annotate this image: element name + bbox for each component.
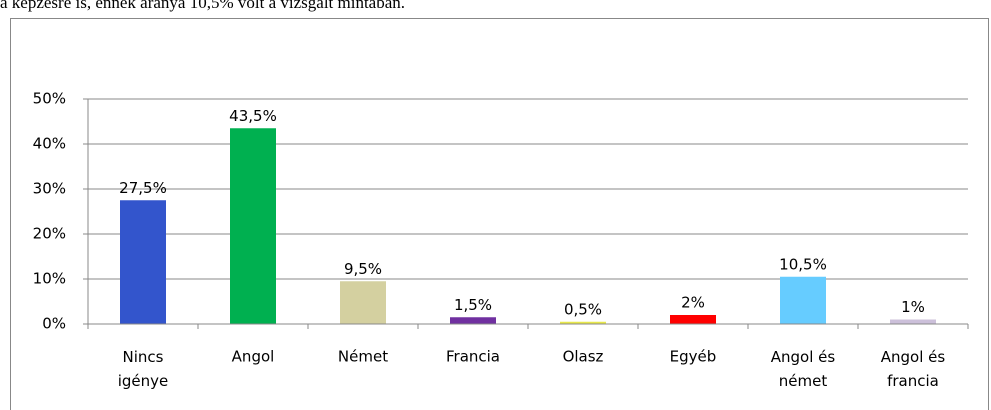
value-label: 43,5% [229, 107, 277, 125]
document-text: a képzésre is, ennek aránya 10,5% volt a… [0, 0, 405, 12]
y-tick-label: 10% [33, 270, 66, 288]
y-tick-label: 20% [33, 225, 66, 243]
value-label: 9,5% [344, 260, 382, 278]
x-tick-label: Angol és francia [881, 348, 946, 390]
bar [780, 276, 826, 324]
x-tick-label: Angol [232, 348, 275, 366]
y-tick-label: 40% [33, 135, 66, 153]
bar [230, 128, 276, 324]
value-label: 10,5% [779, 255, 827, 273]
x-tick-label: Olasz [563, 348, 604, 366]
value-label: 0,5% [564, 300, 602, 318]
x-tick-label: Egyéb [670, 348, 717, 366]
value-label: 2% [681, 294, 705, 312]
bar [120, 200, 166, 324]
chart-frame [10, 18, 989, 410]
x-tick-label: Francia [446, 348, 500, 366]
bar [340, 281, 386, 324]
y-tick-label: 30% [33, 180, 66, 198]
x-tick-label: Német [338, 348, 388, 366]
x-tick-label: Angol és német [771, 348, 836, 390]
y-tick-label: 0% [42, 315, 66, 333]
bar [670, 315, 716, 324]
bar [890, 319, 936, 324]
value-label: 1% [901, 298, 925, 316]
bar [450, 317, 496, 324]
value-label: 1,5% [454, 296, 492, 314]
y-tick-label: 50% [33, 90, 66, 108]
value-label: 27,5% [119, 179, 167, 197]
x-tick-label: Nincs igénye [118, 348, 169, 390]
bar [560, 321, 606, 324]
